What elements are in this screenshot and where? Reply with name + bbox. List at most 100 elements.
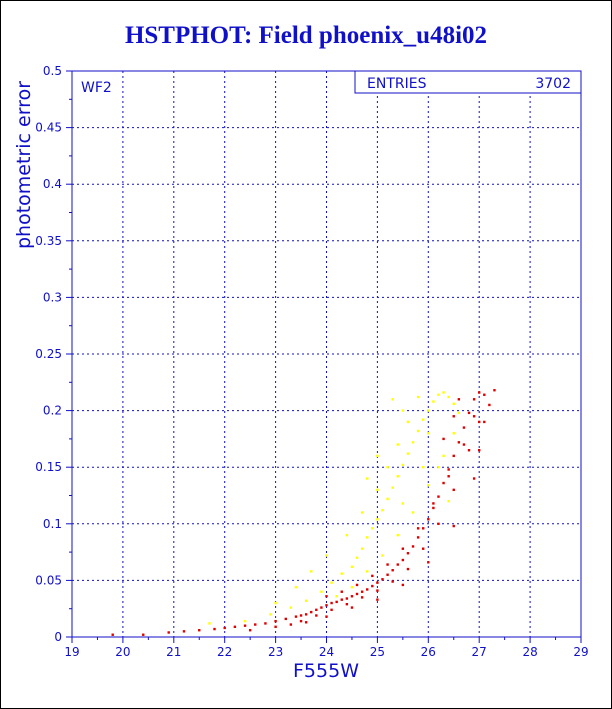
point-main [483,420,486,424]
x-tick-label: 26 [421,645,436,659]
point-main [401,583,405,587]
point-main [371,584,374,588]
point-main [432,506,435,510]
point-main [386,573,389,576]
point-alt [422,466,425,469]
point-alt [396,443,399,446]
point-alt [386,466,389,469]
point-main [345,597,349,600]
point-main [457,398,461,401]
y-tick-label: 0.3 [43,290,62,304]
point-main [422,527,425,530]
point-main [350,606,354,609]
point-main [437,522,440,525]
point-main [432,502,435,505]
point-alt [340,572,343,575]
point-alt [294,585,298,589]
y-tick-label: 0.05 [35,573,62,587]
point-main [167,631,170,634]
point-main [472,398,476,401]
point-alt [350,585,354,589]
point-main [483,393,486,396]
point-alt [243,619,247,623]
stats-box: ENTRIES 3702 [354,70,582,94]
point-main [335,600,338,604]
point-alt [452,402,455,406]
point-main [330,601,333,605]
point-main [452,454,455,458]
point-main [452,415,455,418]
point-main [310,610,313,614]
point-alt [381,509,384,512]
point-main [325,604,328,607]
point-main [340,598,343,601]
y-tick-label: 0.4 [43,177,62,191]
point-alt [427,432,430,435]
x-tick-label: 23 [268,645,283,659]
point-alt [442,454,445,458]
point-main [411,545,415,548]
y-tick-label: 0 [54,630,62,644]
y-tick-label: 0.1 [43,517,62,531]
point-alt [355,556,359,559]
point-alt [376,454,379,458]
y-tick-label: 0.2 [43,404,62,418]
point-main [355,592,359,596]
point-main [437,495,440,498]
point-main [401,558,405,562]
point-main [360,596,364,599]
point-alt [411,441,415,444]
point-main [366,588,369,591]
point-alt [366,477,369,480]
point-alt [411,511,415,514]
point-alt [304,599,308,602]
x-tick-label: 20 [115,645,130,659]
x-tick-label: 28 [522,645,537,659]
point-main [340,590,343,593]
point-main [142,633,145,636]
point-alt [416,429,420,433]
point-main [472,477,476,480]
panel-label: WF2 [81,80,112,96]
axis-ticks: 19 20 21 22 23 24 25 26 27 28 29 0 0.05 0.1 0.15 0.2 0.2… [35,64,588,659]
point-main [248,629,252,632]
point-main [381,578,384,581]
point-main [274,619,277,623]
point-main [396,563,399,566]
point-main [457,441,461,444]
point-alt [427,484,430,487]
point-main [304,613,308,616]
point-main [325,595,328,598]
point-main [289,623,293,626]
point-main [213,627,216,631]
point-alt [406,452,410,455]
x-tick-label: 22 [217,645,232,659]
point-alt [330,581,333,584]
point-alt [310,570,313,573]
point-main [478,449,481,452]
point-alt [320,590,323,593]
y-tick-label: 0.5 [43,64,62,78]
point-alt [406,420,410,424]
point-alt [432,400,435,403]
point-alt [376,488,379,492]
point-main [299,619,303,623]
point-alt [401,409,405,412]
point-main [315,608,318,612]
point-main [447,475,450,478]
point-alt [376,518,379,521]
point-main [355,583,359,587]
point-main [315,614,318,617]
point-alt [401,502,405,505]
point-main [304,621,308,624]
point-main [391,580,394,583]
point-alt [457,411,461,415]
point-main [391,569,394,572]
point-main [254,623,257,626]
point-main [462,443,466,446]
point-main [427,518,430,521]
point-main [274,625,277,629]
x-axis-label: F555W [293,660,359,682]
y-tick-label: 0.45 [35,121,62,135]
stats-entries-value: 3702 [535,76,571,92]
